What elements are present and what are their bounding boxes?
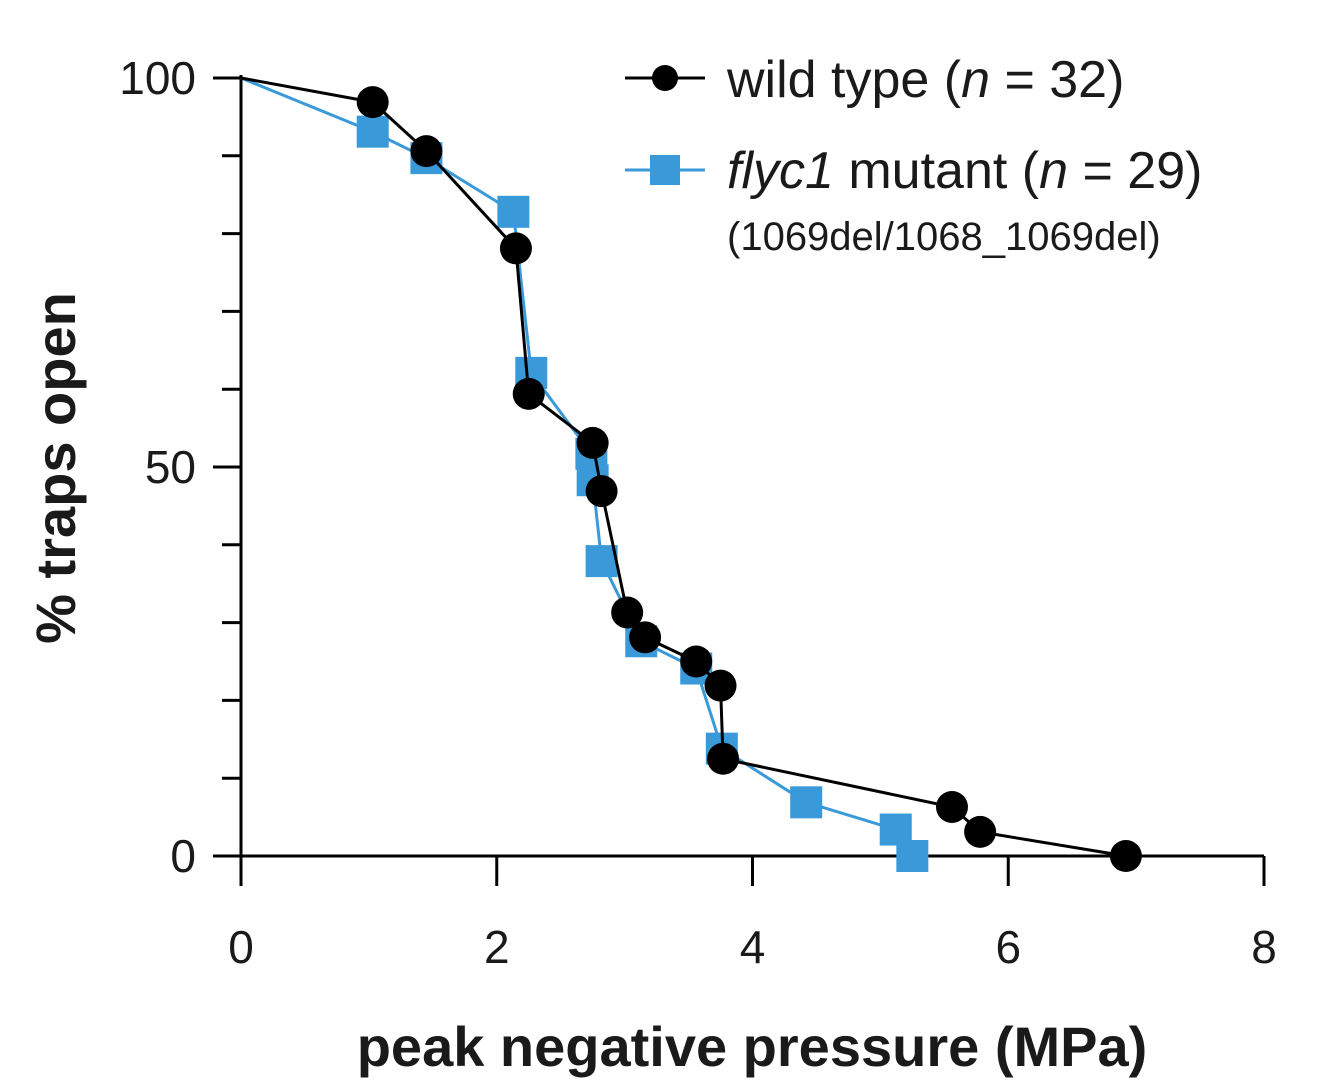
x-tick-label: 6 <box>995 921 1021 973</box>
data-point-wild-type <box>512 377 545 410</box>
legend-flyc1-label-part: = 29) <box>1068 142 1202 200</box>
x-tick-label: 0 <box>228 921 254 973</box>
tick-marks <box>213 76 1266 886</box>
data-point-flyc1-mutant <box>356 115 389 148</box>
x-tick-label: 8 <box>1251 921 1277 973</box>
legend-wild-type-marker <box>652 65 678 91</box>
legend-wild-type-label-part: = 32) <box>990 51 1124 109</box>
data-point-wild-type <box>680 645 713 678</box>
legend: wild type (n = 32) flyc1 mutant (n = 29)… <box>625 51 1202 259</box>
legend-flyc1-label-n: n <box>1039 142 1068 200</box>
legend-flyc1-label-gene: flyc1 <box>727 142 834 200</box>
legend-flyc1-label-part: mutant ( <box>834 142 1040 200</box>
x-tick-label: 2 <box>484 921 510 973</box>
legend-flyc1-label: flyc1 mutant (n = 29) <box>727 142 1202 200</box>
y-axis-title: % traps open <box>24 292 87 644</box>
data-point-flyc1-mutant <box>896 840 929 872</box>
data-point-wild-type <box>499 232 532 265</box>
tick-labels: 0 2 4 6 8 0 50 100 <box>119 52 1277 973</box>
data-point-wild-type <box>629 621 662 654</box>
x-tick-label: 4 <box>740 921 766 973</box>
data-point-wild-type <box>707 742 740 775</box>
legend-wild-type-label-part: wild type ( <box>726 51 962 109</box>
data-point-wild-type <box>410 135 443 168</box>
legend-flyc1-sublabel: (1069del/1068_1069del) <box>727 215 1161 259</box>
legend-flyc1-marker <box>650 155 680 185</box>
data-point-wild-type <box>356 86 389 119</box>
y-tick-label: 0 <box>170 830 196 882</box>
legend-wild-type-label: wild type (n = 32) <box>726 51 1124 109</box>
y-tick-label: 100 <box>119 52 196 104</box>
legend-wild-type-label-n: n <box>961 51 990 109</box>
data-point-wild-type <box>704 669 737 702</box>
data-point-wild-type <box>611 596 644 629</box>
series-wild-type <box>240 76 1142 872</box>
data-point-flyc1-mutant <box>585 545 618 578</box>
data-point-wild-type <box>964 815 997 848</box>
y-tick-label: 50 <box>145 441 196 493</box>
data-point-wild-type <box>1109 840 1142 872</box>
data-point-flyc1-mutant <box>497 195 530 228</box>
x-axis-title: peak negative pressure (MPa) <box>357 1015 1148 1078</box>
data-point-flyc1-mutant <box>790 786 823 819</box>
series-layer <box>240 76 1142 872</box>
data-point-wild-type <box>576 426 609 459</box>
data-point-wild-type <box>585 475 618 508</box>
data-point-wild-type <box>935 790 968 823</box>
